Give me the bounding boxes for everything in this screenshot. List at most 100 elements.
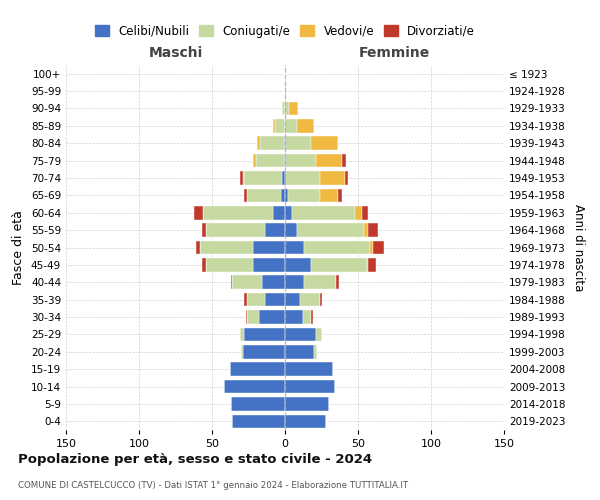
Bar (232, 414, 285, 428)
Bar (370, 240, 373, 254)
Bar (200, 240, 253, 254)
Bar (373, 240, 384, 254)
Bar (285, 414, 326, 428)
Bar (247, 310, 259, 324)
Legend: Celibi/Nubili, Coniugati/e, Vedovi/e, Divorziati/e: Celibi/Nubili, Coniugati/e, Vedovi/e, Di… (90, 20, 480, 42)
Bar (292, 206, 355, 220)
Bar (230, 362, 285, 376)
Bar (285, 397, 329, 410)
Bar (244, 293, 247, 306)
Bar (285, 154, 316, 168)
Bar (285, 293, 299, 306)
Bar (285, 328, 316, 341)
Bar (242, 345, 285, 358)
Bar (311, 310, 313, 324)
Bar (206, 258, 253, 272)
Bar (320, 293, 322, 306)
Bar (296, 119, 314, 132)
Bar (284, 154, 285, 168)
Bar (286, 171, 320, 185)
Y-axis label: Fasce di età: Fasce di età (13, 210, 25, 285)
Bar (316, 154, 342, 168)
Bar (257, 136, 260, 150)
Bar (285, 188, 288, 202)
Bar (304, 276, 336, 289)
Bar (285, 171, 286, 185)
Bar (338, 188, 342, 202)
Bar (244, 328, 285, 341)
Bar (253, 258, 285, 272)
Bar (231, 397, 285, 410)
Bar (244, 188, 247, 202)
Text: Maschi: Maschi (148, 46, 203, 60)
Bar (265, 293, 285, 306)
Bar (367, 258, 368, 272)
Bar (232, 276, 262, 289)
Bar (289, 102, 298, 115)
Bar (285, 380, 335, 394)
Bar (275, 119, 285, 132)
Text: Femmine: Femmine (359, 46, 430, 60)
Bar (285, 240, 304, 254)
Bar (311, 136, 338, 150)
Bar (314, 345, 317, 358)
Bar (299, 293, 320, 306)
Bar (285, 102, 289, 115)
Bar (285, 276, 304, 289)
Bar (284, 136, 285, 150)
Bar (296, 224, 364, 237)
Bar (256, 154, 284, 168)
Bar (285, 224, 296, 237)
Bar (224, 380, 285, 394)
Bar (285, 136, 311, 150)
Bar (368, 258, 376, 272)
Bar (241, 345, 242, 358)
Bar (247, 188, 281, 202)
Bar (362, 206, 368, 220)
Y-axis label: Anni di nascita: Anni di nascita (572, 204, 585, 291)
Bar (364, 224, 368, 237)
Bar (285, 206, 292, 220)
Bar (274, 206, 285, 220)
Bar (240, 328, 244, 341)
Bar (302, 310, 311, 324)
Bar (285, 119, 296, 132)
Bar (202, 224, 206, 237)
Bar (368, 224, 379, 237)
Bar (342, 154, 346, 168)
Bar (282, 171, 285, 185)
Bar (253, 154, 256, 168)
Text: Popolazione per età, sesso e stato civile - 2024: Popolazione per età, sesso e stato civil… (18, 452, 372, 466)
Bar (285, 362, 333, 376)
Bar (194, 206, 203, 220)
Bar (285, 258, 311, 272)
Bar (240, 171, 242, 185)
Bar (336, 276, 339, 289)
Bar (202, 258, 206, 272)
Bar (304, 240, 370, 254)
Bar (245, 310, 247, 324)
Bar (316, 328, 322, 341)
Bar (320, 171, 345, 185)
Bar (253, 240, 285, 254)
Bar (281, 188, 285, 202)
Bar (206, 224, 265, 237)
Bar (231, 276, 232, 289)
Bar (262, 276, 285, 289)
Bar (288, 188, 320, 202)
Bar (203, 206, 274, 220)
Bar (285, 310, 302, 324)
Bar (265, 224, 285, 237)
Text: COMUNE DI CASTELCUCCO (TV) - Dati ISTAT 1° gennaio 2024 - Elaborazione TUTTITALI: COMUNE DI CASTELCUCCO (TV) - Dati ISTAT … (18, 480, 408, 490)
Bar (260, 136, 284, 150)
Bar (247, 293, 265, 306)
Bar (285, 84, 286, 98)
Bar (320, 188, 338, 202)
Bar (259, 310, 285, 324)
Bar (355, 206, 362, 220)
Bar (285, 345, 314, 358)
Bar (311, 258, 367, 272)
Bar (242, 171, 244, 185)
Bar (196, 240, 200, 254)
Bar (274, 119, 275, 132)
